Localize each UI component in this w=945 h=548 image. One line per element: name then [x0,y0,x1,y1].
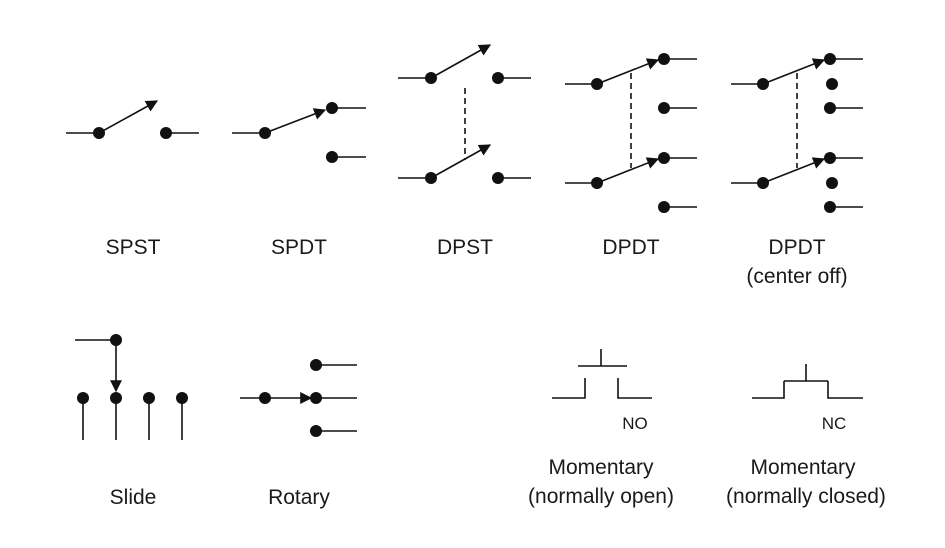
spst-symbol [66,100,199,139]
rotary-common-terminal [259,392,271,404]
momentary-nc-tag: NC [822,414,847,433]
dpdt-throw-terminal [658,53,670,65]
rotary-position-terminal [310,359,322,371]
rotary-label: Rotary [268,486,330,509]
dpdt-center-off-pole-terminal-2 [757,177,769,189]
dpdt-symbol [565,53,697,213]
dpdt-center-off-throw-terminal [824,102,836,114]
slide-common-terminal [110,334,122,346]
dpdt-center-off-pole-terminal-1 [757,78,769,90]
dpdt-center-off-label: DPDT [768,236,825,259]
dpdt-pole-terminal-1 [591,78,603,90]
dpdt-center-off-symbol [731,53,863,213]
rotary-position-terminal [310,392,322,404]
dpdt-center-off-off-terminal [826,177,838,189]
spdt-throw-terminal-1 [326,102,338,114]
momentary-no-symbol [552,349,652,399]
dpdt-center-off-throw-terminal [824,53,836,65]
momentary-nc-contact-left [752,381,785,399]
dpdt-center-off-off-terminal [826,78,838,90]
slide-position-terminal [110,392,122,404]
dpdt-throw-terminal [658,201,670,213]
slide-symbol [75,334,188,440]
dpdt-throw-terminal [658,152,670,164]
rotary-position-terminal [310,425,322,437]
spst-throw-terminal [160,127,172,139]
dpdt-center-off-sublabel: (center off) [746,265,847,288]
momentary-no-label: Momentary [548,456,654,479]
momentary-no-contact-right [617,378,652,399]
dpst-label: DPST [437,236,493,259]
dpdt-label: DPDT [602,236,659,259]
dpdt-throw-terminal [658,102,670,114]
momentary-no-tag: NO [622,414,648,433]
momentary-nc-sublabel: (normally closed) [726,485,886,508]
dpst-pole-terminal-1 [425,72,437,84]
spst-label: SPST [106,236,161,259]
momentary-no-sublabel: (normally open) [528,485,674,508]
dpst-throw-terminal-2 [492,172,504,184]
dpst-throw-terminal-1 [492,72,504,84]
momentary-no-contact-left [552,378,586,399]
spdt-throw-terminal-2 [326,151,338,163]
momentary-nc-symbol [752,364,863,399]
spdt-symbol [232,102,366,163]
spdt-label: SPDT [271,236,327,259]
dpdt-center-off-throw-terminal [824,152,836,164]
dpst-symbol [398,44,531,184]
momentary-nc-contact-right [827,381,863,399]
rotary-symbol [240,359,357,437]
dpst-pole-terminal-2 [425,172,437,184]
slide-label: Slide [110,486,157,509]
slide-position-terminal [176,392,188,404]
dpdt-center-off-throw-terminal [824,201,836,213]
spst-pole-terminal [93,127,105,139]
momentary-nc-label: Momentary [750,456,856,479]
dpdt-pole-terminal-2 [591,177,603,189]
spdt-pole-terminal [259,127,271,139]
slide-position-terminal [77,392,89,404]
slide-position-terminal [143,392,155,404]
